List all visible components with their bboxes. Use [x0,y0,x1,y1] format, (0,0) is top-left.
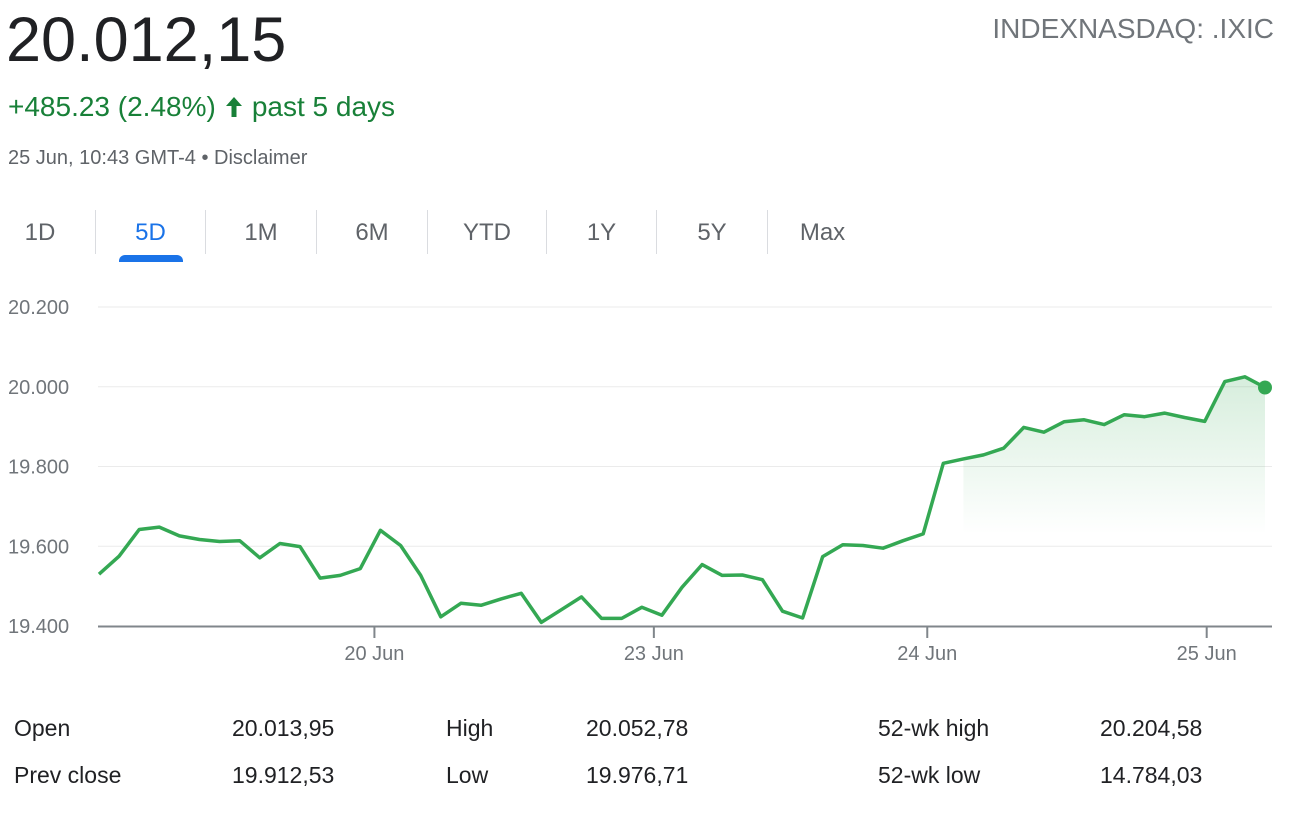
stat-label: Prev close [14,762,122,788]
tab-6m[interactable]: 6M [355,219,389,246]
tab-divider [427,210,428,254]
last-point-marker [1258,380,1272,395]
stat-label: 52-wk high [878,715,990,741]
stat-value: 20.052,78 [586,715,689,741]
x-tick-label: 20 Jun [344,643,404,665]
tab-5d[interactable]: 5D [96,210,205,256]
current-price: 20.012,15 [6,5,287,75]
tab-divider [316,210,317,254]
timestamp-line: 25 Jun, 10:43 GMT-4 • Disclaimer [8,146,307,170]
y-tick-label: 19.600 [8,536,69,558]
x-tick-label: 25 Jun [1177,643,1237,665]
tab-divider [546,210,547,254]
stat-value: 20.204,58 [1100,715,1203,741]
tab-1m[interactable]: 1M [244,219,278,246]
timestamp: 25 Jun, 10:43 GMT-4 [8,147,196,169]
chart-series-line [97,375,1266,625]
tab-divider [205,210,206,254]
tab-5y[interactable]: 5Y [697,219,727,246]
y-tick-label: 20.200 [8,297,69,319]
stat-label: High [446,715,494,741]
stat-value: 19.912,53 [232,762,335,788]
tab-ytd[interactable]: YTD [463,219,511,246]
change-period: past 5 days [251,91,396,122]
tab-1y[interactable]: 1Y [586,219,617,246]
price-chart: 19.400 19.600 19.800 20.000 20.200 20 Jun 23 … [8,297,1272,665]
stat-label: Open [14,715,71,741]
stat-label: 52-wk low [878,762,981,788]
y-tick-label: 19.800 [8,457,69,479]
tab-max[interactable]: Max [799,219,846,246]
separator: • [201,147,209,169]
stat-label: Low [446,762,489,788]
tab-divider [656,210,657,254]
y-tick-label: 19.400 [8,616,69,638]
stat-value: 19.976,71 [586,762,689,788]
change-value: +485.23 (2.48%) [8,91,216,122]
price-change: +485.23 (2.48%) past 5 days [8,90,395,124]
stat-value: 20.013,95 [232,715,335,741]
y-tick-label: 20.000 [8,377,69,399]
arrow-up-icon [225,97,242,117]
x-tick-label: 23 Jun [624,643,684,665]
chart-area-fill [963,376,1265,535]
tab-1d[interactable]: 1D [24,219,56,246]
disclaimer-link[interactable]: Disclaimer [214,147,308,169]
stat-value: 14.784,03 [1100,762,1203,788]
range-tabs: 1D 5D 1M 6M YTD 1Y 5Y Max [0,210,877,264]
ticker-symbol: INDEXNASDAQ: .IXIC [992,13,1274,44]
x-tick-label: 24 Jun [897,643,957,665]
tab-divider [767,210,768,254]
